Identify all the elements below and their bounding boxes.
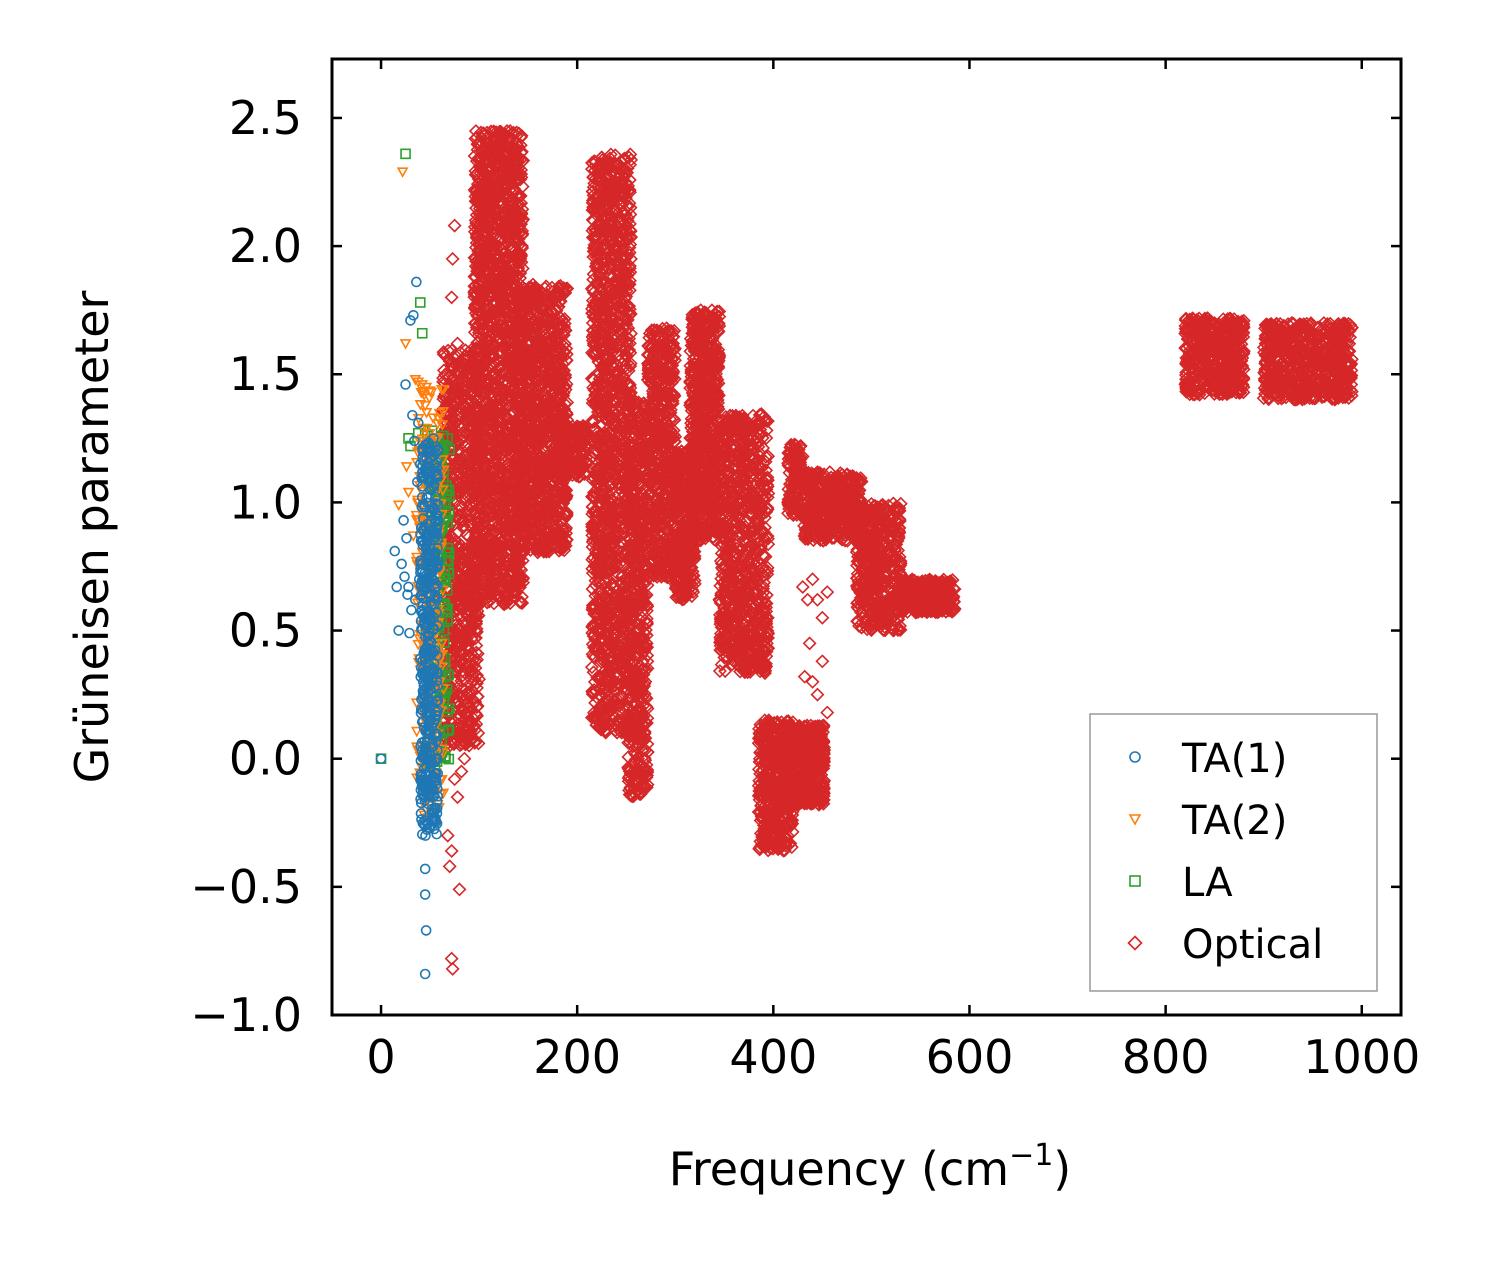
data-point [449,593,464,608]
data-point [462,728,477,743]
data-point [452,507,467,522]
data-point [453,453,468,468]
data-point [452,711,466,726]
data-point [455,585,470,600]
data-point [436,347,451,362]
data-point [461,722,476,737]
data-point [470,668,485,683]
data-point [453,385,468,400]
data-point [455,682,470,697]
data-point [458,683,473,698]
data-point [446,418,461,433]
data-point [457,732,472,746]
data-point [461,627,476,642]
data-points [375,123,1359,980]
data-point [469,621,484,636]
data-point [470,652,485,667]
data-point [469,616,484,631]
data-point [454,602,469,616]
series-optical [434,123,1359,976]
data-point [470,698,485,713]
data-point [456,452,471,467]
data-point [444,649,459,664]
data-point [455,520,470,535]
data-point [465,710,480,725]
data-point [465,611,480,626]
data-point [459,696,474,711]
data-point [439,391,454,406]
data-point [468,661,483,676]
data-point [455,514,470,529]
data-point [462,656,477,671]
data-point [443,413,458,428]
data-point [454,737,469,752]
data-point [446,555,461,570]
data-point [448,690,463,705]
data-point [468,694,483,709]
data-point [472,672,487,687]
data-point [459,503,474,518]
data-point [453,467,468,482]
data-point [467,610,482,625]
data-point [458,584,473,599]
data-point [450,435,465,450]
data-point [451,618,466,633]
data-point [457,673,472,688]
data-point [451,392,466,407]
data-point [452,407,467,421]
data-point [463,664,478,679]
data-point [451,525,466,540]
data-point [445,360,459,375]
data-point [455,472,470,487]
data-point [470,708,485,723]
data-point [461,643,476,658]
data-point [445,450,460,465]
data-point [448,374,463,389]
data-point [469,638,484,653]
data-point [456,573,471,588]
data-point [448,694,463,709]
data-point [436,371,451,386]
data-point [436,391,451,406]
data-point [454,500,469,515]
